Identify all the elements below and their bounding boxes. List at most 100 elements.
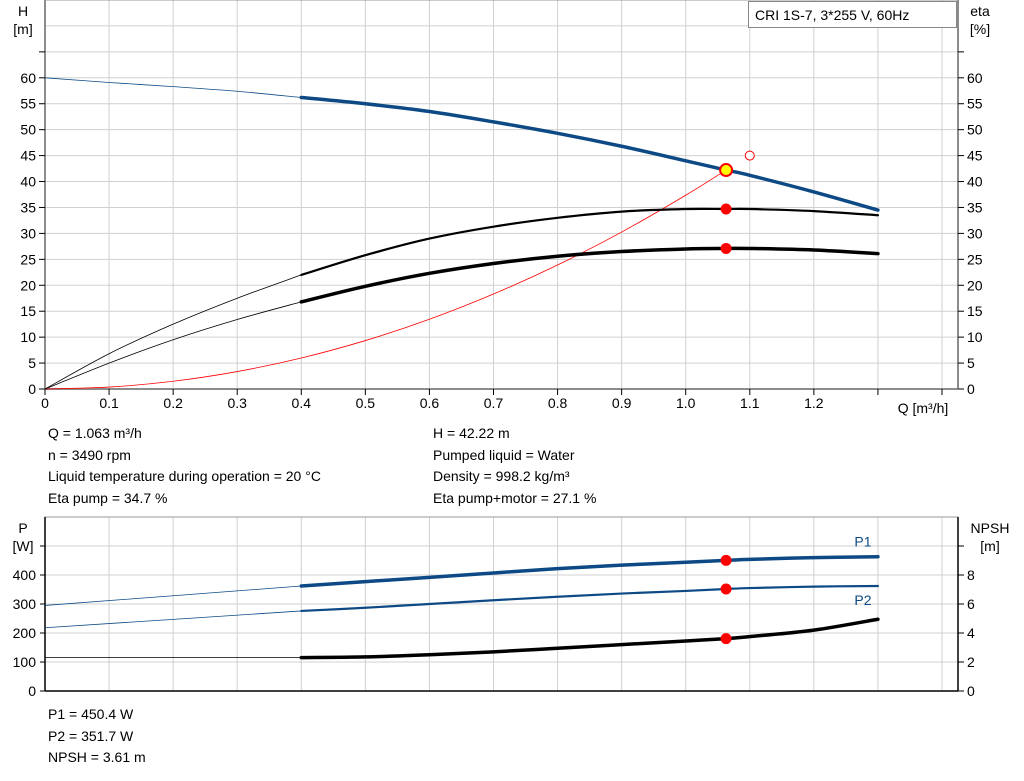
duty-point-eta-pump-motor xyxy=(720,242,732,254)
npsh-curve xyxy=(299,617,880,660)
flow-value: Q = 1.063 m³/h xyxy=(48,425,142,441)
right-y-tick-label: 15 xyxy=(967,303,983,319)
bottom-info: P1 = 450.4 W P2 = 351.7 W NPSH = 3.61 m xyxy=(48,704,146,769)
head-curve-thin xyxy=(44,77,302,98)
right-y-tick-label: 45 xyxy=(967,148,983,164)
left-y-tick-label: 15 xyxy=(20,303,36,319)
x-tick-label: 1.1 xyxy=(740,395,760,411)
left-y-tick-label: 35 xyxy=(20,199,36,215)
plot-frame xyxy=(44,0,959,390)
left-y-tick-label: 5 xyxy=(28,355,36,371)
npsh-value: NPSH = 3.61 m xyxy=(48,749,146,765)
p2-curve-thin xyxy=(44,610,302,629)
right-y-tick-label: 25 xyxy=(967,251,983,267)
head-value: H = 42.22 m xyxy=(433,425,510,441)
p2-value: P2 = 351.7 W xyxy=(48,727,134,744)
npsh-label: NPSH xyxy=(970,520,1010,536)
top-info-right: H = 42.22 m Pumped liquid = Water Densit… xyxy=(433,423,596,509)
duty-point-eta-pump xyxy=(720,203,732,215)
x-tick-label: 0.3 xyxy=(227,395,247,411)
right-y-tick-label: 40 xyxy=(967,174,983,190)
duty-point-npsh xyxy=(720,633,732,645)
pump-title-box: CRI 1S-7, 3*255 V, 60Hz xyxy=(748,1,957,28)
left-y-tick-label: 30 xyxy=(20,225,36,241)
p1-curve-thin xyxy=(44,585,302,606)
right-y-tick-label: 0 xyxy=(967,381,975,397)
pumped-liquid-value: Pumped liquid = Water xyxy=(433,446,575,463)
right-y-tick-label: 10 xyxy=(967,329,983,345)
left-y-tick-label: 45 xyxy=(20,148,36,164)
p-y-tick-label: 200 xyxy=(13,625,37,641)
x-tick-label: 0.7 xyxy=(484,395,504,411)
top-info-left: Q = 1.063 m³/h n = 3490 rpm Liquid tempe… xyxy=(48,423,321,509)
p-unit: [W] xyxy=(12,538,34,554)
left-y-tick-label: 0 xyxy=(28,381,36,397)
duty-point-head xyxy=(719,163,734,178)
p-y-tick-label: 0 xyxy=(28,683,36,699)
eta-pump-curve-thin xyxy=(44,274,302,390)
top-left-axis-label: H [m] xyxy=(8,2,38,38)
eta-label: eta xyxy=(970,3,990,19)
x-tick-label: 0.5 xyxy=(356,395,376,411)
eta-pump-curve xyxy=(300,207,880,276)
x-tick-label: 0.8 xyxy=(548,395,568,411)
npsh-y-tick-label: 0 xyxy=(967,683,975,699)
top-right-axis-label: eta [%] xyxy=(960,2,1000,38)
left-y-tick-label: 10 xyxy=(20,329,36,345)
p2-curve xyxy=(300,584,880,613)
p-y-tick-label: 300 xyxy=(13,596,37,612)
p-y-tick-label: 100 xyxy=(13,654,37,670)
system-curve xyxy=(44,169,727,390)
p1-curve xyxy=(299,554,880,588)
x-tick-label: 0.6 xyxy=(420,395,440,411)
x-tick-label: 1.2 xyxy=(804,395,824,411)
eta-unit: [%] xyxy=(969,21,991,37)
right-y-tick-label: 30 xyxy=(967,225,983,241)
eta-pump-motor-value: Eta pump+motor = 27.1 % xyxy=(433,489,597,506)
eta-pump-value: Eta pump = 34.7 % xyxy=(48,489,168,506)
h-unit: [m] xyxy=(13,21,33,37)
duty-point-p1 xyxy=(720,554,732,566)
left-y-tick-label: 55 xyxy=(20,96,36,112)
p2-series-label: P2 xyxy=(854,592,871,608)
x-tick-label: 0.4 xyxy=(292,395,312,411)
speed-value: n = 3490 rpm xyxy=(48,446,131,463)
head-curve xyxy=(299,95,880,212)
right-y-tick-label: 55 xyxy=(967,96,983,112)
left-y-tick-label: 60 xyxy=(20,70,36,86)
p-y-tick-label: 400 xyxy=(13,567,37,583)
right-y-tick-label: 20 xyxy=(967,277,983,293)
requested-point-marker xyxy=(744,150,755,161)
npsh-y-tick-label: 4 xyxy=(967,625,975,641)
q-axis-label: Q [m³/h] xyxy=(897,400,949,416)
p-label: P xyxy=(18,520,28,536)
duty-point-p2 xyxy=(720,583,732,595)
npsh-y-tick-label: 6 xyxy=(967,596,975,612)
x-tick-label: 0.2 xyxy=(163,395,183,411)
eta-pump-motor-curve xyxy=(299,246,880,304)
left-y-tick-label: 40 xyxy=(20,174,36,190)
h-label: H xyxy=(17,3,29,19)
liquid-temperature-value: Liquid temperature during operation = 20… xyxy=(48,468,321,484)
npsh-y-tick-label: 8 xyxy=(967,567,975,583)
left-y-tick-label: 50 xyxy=(20,122,36,138)
npsh-y-tick-label: 2 xyxy=(967,654,975,670)
right-y-tick-label: 50 xyxy=(967,122,983,138)
x-tick-label: 1.0 xyxy=(676,395,696,411)
npsh-axis-label: NPSH [m] xyxy=(962,519,1018,555)
x-tick-label: 0 xyxy=(41,395,49,411)
left-y-tick-label: 25 xyxy=(20,251,36,267)
right-y-tick-label: 60 xyxy=(967,70,983,86)
npsh-unit: [m] xyxy=(980,538,1000,554)
right-y-tick-label: 35 xyxy=(967,199,983,215)
right-y-tick-label: 5 xyxy=(967,355,975,371)
left-y-tick-label: 20 xyxy=(20,277,36,293)
p-axis-label: P [W] xyxy=(8,519,38,555)
eta-pump-motor-curve-thin xyxy=(44,301,302,390)
p1-value: P1 = 450.4 W xyxy=(48,706,134,722)
x-tick-label: 0.1 xyxy=(99,395,119,411)
density-value: Density = 998.2 kg/m³ xyxy=(433,468,570,484)
p1-series-label: P1 xyxy=(854,534,871,550)
x-tick-label: 0.9 xyxy=(612,395,632,411)
